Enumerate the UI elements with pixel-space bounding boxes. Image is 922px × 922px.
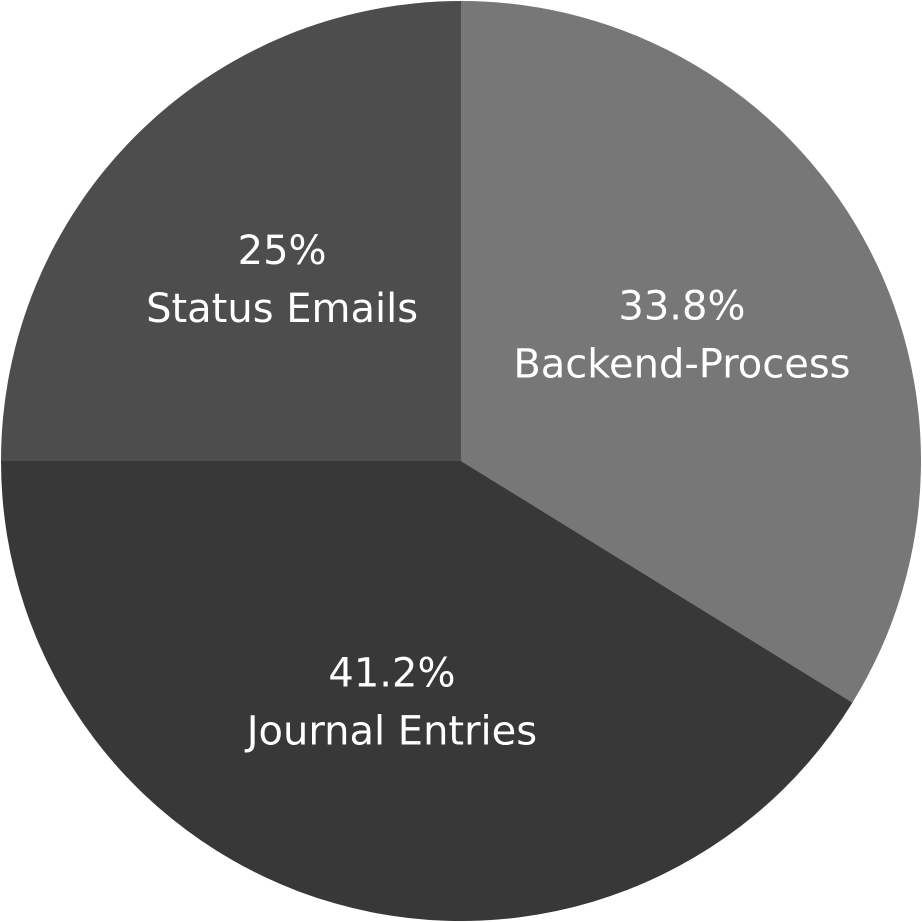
slice-value-label-backend-process: 33.8% <box>618 284 745 330</box>
slice-category-label-backend-process: Backend-Process <box>513 342 850 388</box>
slice-status-emails <box>1 1 461 461</box>
slice-journal-entries <box>1 461 853 921</box>
slice-value-label-status-emails: 25% <box>238 228 327 274</box>
slice-category-label-status-emails: Status Emails <box>146 286 418 332</box>
slice-backend-process <box>461 1 921 703</box>
slice-labels: 33.8% Backend-Process 41.2% Journal Entries… <box>146 228 850 754</box>
slice-value-label-journal-entries: 41.2% <box>328 650 455 696</box>
slice-category-label-journal-entries: Journal Entries <box>244 708 537 754</box>
